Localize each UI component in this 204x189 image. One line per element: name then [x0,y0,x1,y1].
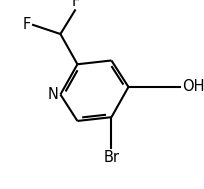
Text: OH: OH [182,79,204,94]
Text: N: N [48,87,59,102]
Text: F: F [23,17,31,32]
Text: F: F [71,0,80,9]
Text: Br: Br [103,150,120,165]
